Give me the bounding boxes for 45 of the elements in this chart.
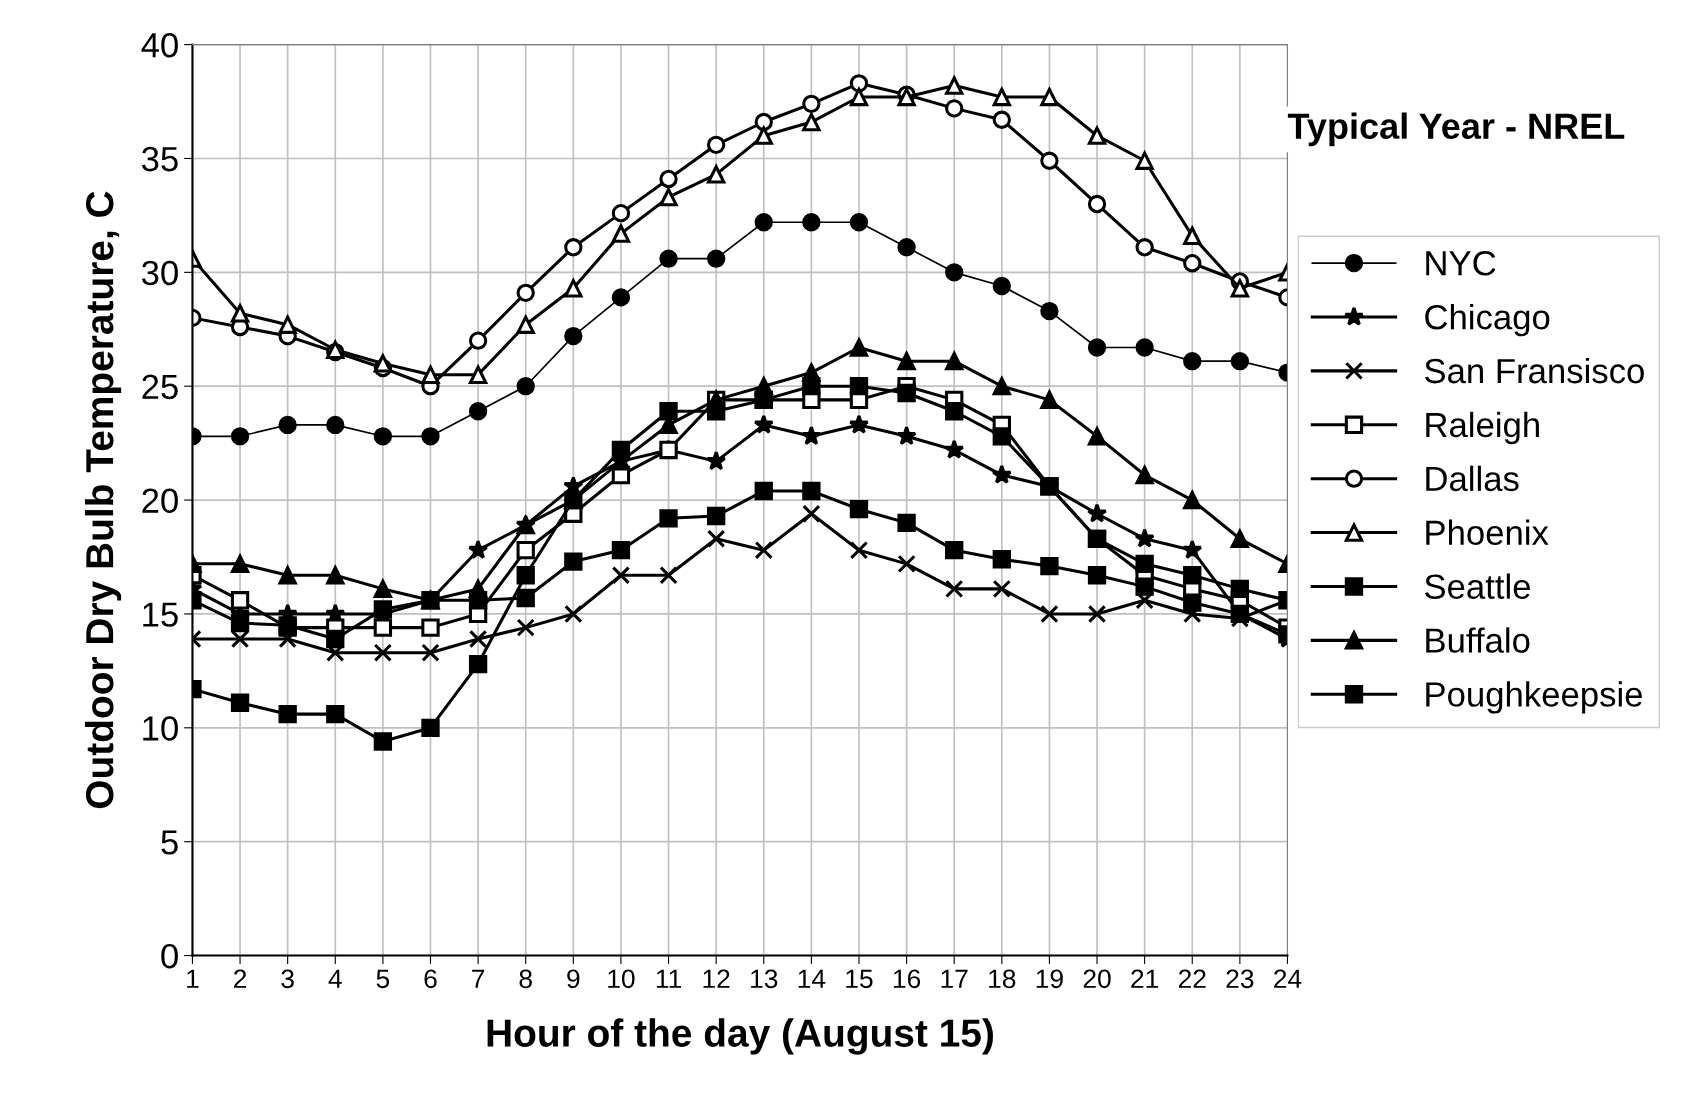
y-axis-title: Outdoor Dry Bulb Temperature, C (84, 191, 122, 809)
x-tick-label: 14 (798, 969, 826, 988)
x-tick-label: 17 (941, 969, 968, 988)
x-tick-label: 18 (989, 969, 1016, 989)
x-tick-label: 2 (234, 969, 247, 988)
x-tick-label: 24 (1274, 969, 1302, 988)
x-tick-label: 3 (281, 969, 294, 989)
x-tick-label: 12 (703, 969, 730, 988)
x-tick-label: 19 (1036, 969, 1063, 989)
x-axis-title: Hour of the day (August 15) (487, 1018, 993, 1055)
legend-label: Seattle (1425, 573, 1530, 599)
y-tick-label: 30 (141, 260, 178, 286)
x-tick-label: 1 (187, 969, 199, 988)
x-tick-label: 5 (376, 969, 390, 989)
legend-label: Phoenix (1426, 519, 1549, 546)
x-tick-label: 23 (1226, 969, 1254, 989)
legend-label: Dallas (1426, 465, 1519, 492)
x-tick-label: 13 (751, 969, 778, 989)
y-tick-label: 15 (143, 602, 178, 627)
y-tick-label: 35 (141, 146, 178, 172)
legend-label: San Fransisco (1425, 357, 1644, 384)
y-tick-label: 20 (142, 488, 178, 513)
x-tick-label: 11 (656, 969, 681, 988)
x-tick-label: 15 (846, 969, 873, 989)
x-tick-label: 9 (567, 969, 580, 989)
x-tick-label: 20 (1083, 969, 1111, 989)
y-tick-label: 10 (143, 716, 178, 741)
x-tick-label: 8 (519, 969, 532, 989)
x-tick-label: 10 (608, 969, 635, 989)
legend-label: Poughkeepsie (1426, 681, 1642, 714)
y-tick-label: 5 (161, 830, 178, 855)
x-tick-label: 22 (1178, 969, 1206, 988)
x-tick-label: 6 (424, 969, 437, 989)
y-tick-label: 25 (142, 374, 178, 400)
legend-label: Chicago (1425, 303, 1550, 337)
x-tick-label: 7 (472, 969, 485, 988)
legend-label: Raleigh (1426, 411, 1539, 445)
x-tick-label: 21 (1131, 969, 1159, 988)
y-tick-label: 0 (161, 943, 178, 969)
legend-label: Buffalo (1426, 627, 1530, 653)
y-tick-label: 40 (141, 32, 178, 58)
legend-label: NYC (1426, 251, 1496, 276)
x-tick-label: 16 (893, 969, 921, 989)
legend-title: Typical Year - NREL (1287, 112, 1625, 147)
x-tick-label: 4 (328, 969, 342, 988)
